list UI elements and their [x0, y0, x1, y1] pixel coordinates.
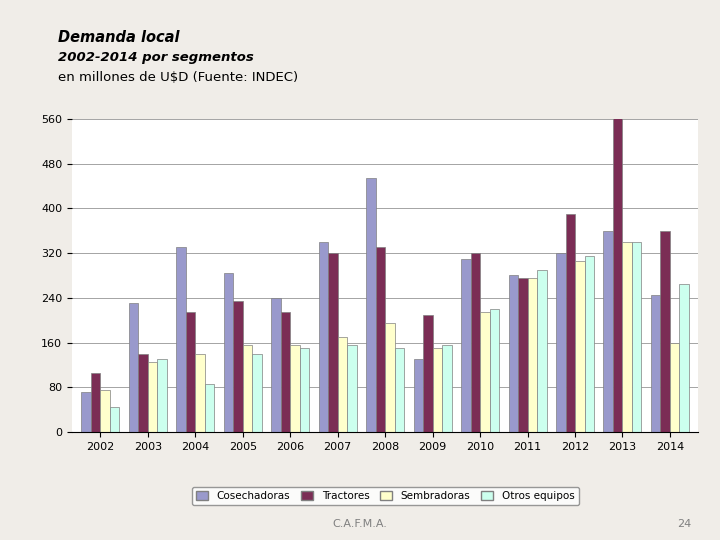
- Bar: [623, 242, 632, 432]
- Legend: Cosechadoras, Tractores, Sembradoras, Otros equipos: Cosechadoras, Tractores, Sembradoras, Ot…: [192, 487, 579, 505]
- Bar: [528, 278, 537, 432]
- Bar: [129, 303, 138, 432]
- Bar: [433, 348, 442, 432]
- Bar: [376, 247, 385, 432]
- Bar: [442, 345, 451, 432]
- Bar: [347, 345, 356, 432]
- Text: 2002-2014 por segmentos: 2002-2014 por segmentos: [58, 51, 253, 64]
- Bar: [508, 275, 518, 432]
- Bar: [556, 253, 565, 432]
- Bar: [537, 270, 546, 432]
- Bar: [205, 384, 215, 432]
- Bar: [518, 278, 528, 432]
- Bar: [224, 273, 233, 432]
- Bar: [385, 323, 395, 432]
- Bar: [480, 312, 490, 432]
- Text: en millones de U$D (Fuente: INDEC): en millones de U$D (Fuente: INDEC): [58, 71, 298, 84]
- Text: C.A.F.M.A.: C.A.F.M.A.: [333, 519, 387, 529]
- Bar: [243, 345, 252, 432]
- Bar: [414, 359, 423, 432]
- Bar: [423, 314, 433, 432]
- Bar: [195, 354, 205, 432]
- Text: Demanda local: Demanda local: [58, 30, 179, 45]
- Bar: [461, 259, 471, 432]
- Bar: [138, 354, 148, 432]
- Bar: [158, 359, 167, 432]
- Bar: [632, 242, 642, 432]
- Bar: [490, 309, 499, 432]
- Bar: [670, 342, 680, 432]
- Text: 24: 24: [677, 519, 691, 529]
- Bar: [252, 354, 262, 432]
- Bar: [91, 373, 101, 432]
- Bar: [101, 390, 110, 432]
- Bar: [395, 348, 404, 432]
- Bar: [300, 348, 310, 432]
- Bar: [660, 231, 670, 432]
- Bar: [110, 407, 120, 432]
- Bar: [366, 178, 376, 432]
- Bar: [575, 261, 585, 432]
- Bar: [338, 337, 347, 432]
- Bar: [290, 345, 300, 432]
- Bar: [328, 253, 338, 432]
- Bar: [81, 392, 91, 432]
- Bar: [471, 253, 480, 432]
- Bar: [585, 256, 594, 432]
- Bar: [680, 284, 689, 432]
- Bar: [186, 312, 195, 432]
- Bar: [613, 107, 623, 432]
- Bar: [651, 295, 660, 432]
- Bar: [603, 231, 613, 432]
- Bar: [176, 247, 186, 432]
- Bar: [281, 312, 290, 432]
- Bar: [565, 214, 575, 432]
- Bar: [271, 298, 281, 432]
- Bar: [233, 301, 243, 432]
- Bar: [148, 362, 158, 432]
- Bar: [319, 242, 328, 432]
